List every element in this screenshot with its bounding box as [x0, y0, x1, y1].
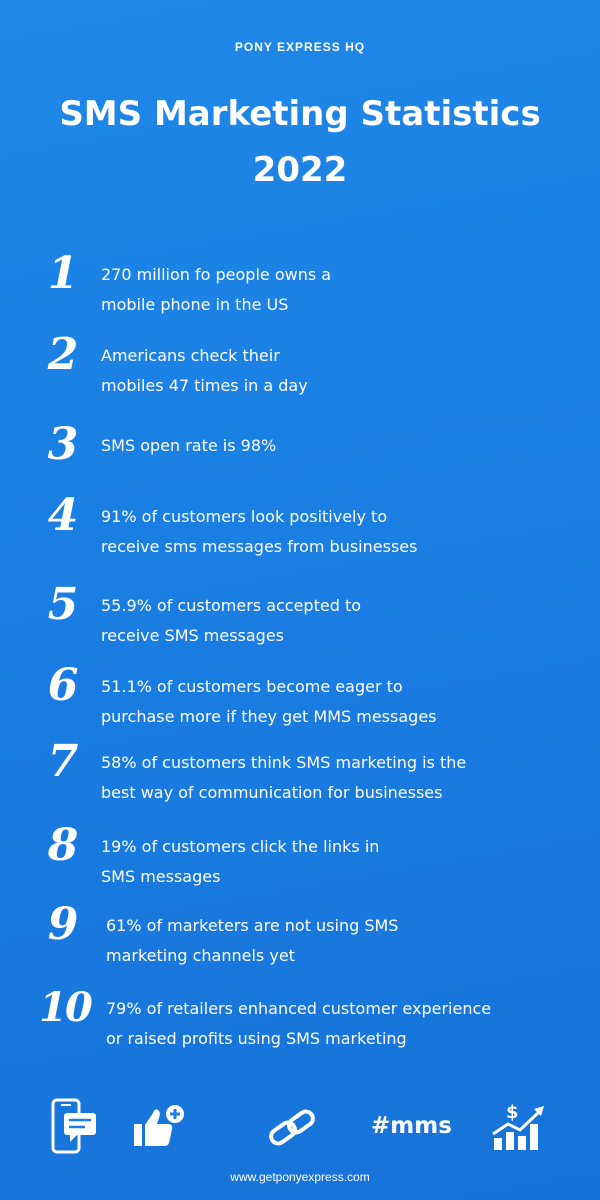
svg-text:$: $ — [506, 1102, 519, 1123]
brand-name: PONY EXPRESS HQ — [234, 40, 366, 54]
stat-number: 9 — [47, 899, 79, 950]
stat-text-line: mobile phone in the US — [101, 295, 289, 314]
footer-icons: #mms $ — [0, 1098, 600, 1158]
stat-text-line: 270 million fo people owns a — [101, 265, 332, 284]
stat-text-line: best way of communication for businesses — [101, 783, 443, 802]
thumbs-up-plus-icon — [134, 1105, 184, 1146]
stat-text-line: or raised profits using SMS marketing — [106, 1029, 407, 1048]
stat-text: Americans check their mobiles 47 times i… — [101, 341, 501, 401]
stat-text: 19% of customers click the links in SMS … — [101, 832, 501, 892]
stat-text-line: 51.1% of customers become eager to — [101, 677, 403, 696]
stat-text: SMS open rate is 98% — [101, 431, 501, 461]
stat-number: 4 — [47, 490, 79, 541]
phone-message-icon — [51, 1098, 96, 1154]
stat-text-line: Americans check their — [101, 346, 280, 365]
growth-chart-dollar-icon: $ — [492, 1102, 544, 1150]
link-chain-icon — [269, 1109, 315, 1146]
stat-text-line: 91% of customers look positively to — [101, 507, 388, 526]
stat-text: 61% of marketers are not using SMS marke… — [106, 911, 506, 971]
stat-number: 5 — [47, 579, 79, 630]
stat-text-line: 79% of retailers enhanced customer exper… — [106, 999, 492, 1018]
stat-text-line: 61% of marketers are not using SMS — [106, 916, 399, 935]
stat-text: 58% of customers think SMS marketing is … — [101, 748, 501, 808]
stat-text: 91% of customers look positively to rece… — [101, 502, 501, 562]
stat-number: 1 — [47, 248, 79, 299]
hashtag-mms-icon: #mms — [371, 1113, 452, 1139]
stat-number: 7 — [47, 736, 79, 787]
website-url: www.getponyexpress.com — [230, 1170, 370, 1184]
stat-text-line: SMS messages — [101, 867, 221, 886]
stat-text: 270 million fo people owns a mobile phon… — [101, 260, 501, 320]
stat-text-line: purchase more if they get MMS messages — [101, 707, 437, 726]
stat-text-line: 58% of customers think SMS marketing is … — [101, 753, 467, 772]
stat-text-line: receive sms messages from businesses — [101, 537, 418, 556]
page-title: SMS Marketing Statistics 2022 — [59, 94, 541, 190]
stat-text: 51.1% of customers become eager to purch… — [101, 672, 501, 732]
stat-number: 10 — [39, 984, 93, 1031]
stat-text-line: marketing channels yet — [106, 946, 295, 965]
stat-text-line: SMS open rate is 98% — [101, 436, 277, 455]
stat-text-line: 19% of customers click the links in — [101, 837, 380, 856]
stat-number: 3 — [47, 419, 79, 470]
stat-text-line: receive SMS messages — [101, 626, 284, 645]
stat-text: 55.9% of customers accepted to receive S… — [101, 591, 501, 651]
stat-number: 2 — [47, 329, 79, 380]
stat-number: 6 — [47, 660, 79, 711]
stat-text-line: 55.9% of customers accepted to — [101, 596, 362, 615]
stat-number: 8 — [47, 820, 79, 871]
stat-text-line: mobiles 47 times in a day — [101, 376, 308, 395]
stat-text: 79% of retailers enhanced customer exper… — [106, 994, 526, 1054]
